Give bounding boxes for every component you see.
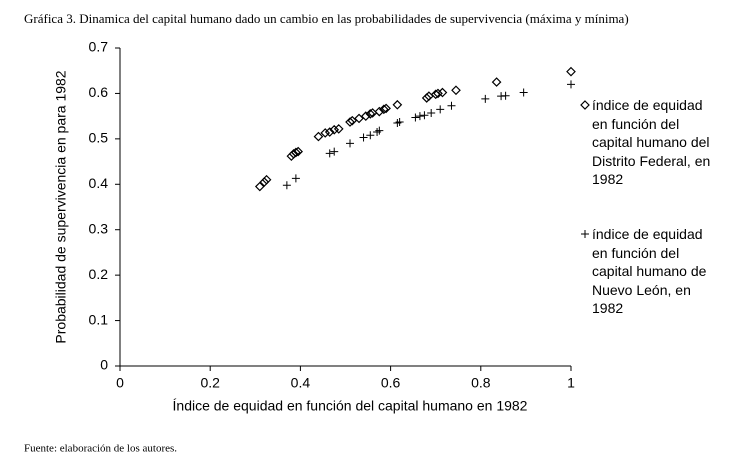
y-axis-label: Probabilidad de supervivencia en para 19… bbox=[53, 70, 69, 343]
data-point bbox=[365, 109, 376, 119]
data-point bbox=[501, 91, 510, 100]
data-point bbox=[259, 177, 270, 187]
data-point bbox=[395, 118, 404, 127]
data-point bbox=[360, 111, 371, 121]
data-point bbox=[320, 128, 331, 138]
data-point bbox=[392, 99, 403, 110]
data-point bbox=[291, 147, 301, 158]
data-point bbox=[436, 105, 445, 114]
data-point bbox=[254, 181, 265, 192]
data-point bbox=[291, 174, 300, 183]
data-point bbox=[333, 124, 344, 134]
data-point bbox=[393, 118, 402, 127]
data-point bbox=[375, 126, 384, 135]
data-point bbox=[288, 149, 299, 159]
data-point bbox=[491, 77, 502, 87]
x-tick-label: 0 bbox=[116, 375, 124, 391]
data-point bbox=[378, 104, 389, 115]
y-tick-label: 0.1 bbox=[89, 311, 109, 327]
data-point bbox=[354, 113, 364, 124]
data-point bbox=[415, 112, 424, 121]
data-point bbox=[347, 115, 358, 126]
y-tick-label: 0.2 bbox=[89, 266, 109, 282]
legend-marker bbox=[580, 100, 590, 110]
data-point bbox=[324, 127, 335, 137]
data-point bbox=[566, 66, 576, 77]
data-point bbox=[411, 113, 420, 122]
data-point bbox=[329, 124, 340, 135]
data-point bbox=[359, 133, 368, 142]
data-point bbox=[420, 111, 429, 120]
data-point bbox=[437, 87, 448, 98]
y-tick-label: 0.6 bbox=[89, 84, 109, 100]
data-point bbox=[421, 93, 432, 103]
data-point bbox=[447, 101, 456, 110]
data-point bbox=[519, 88, 528, 97]
y-tick-label: 0.3 bbox=[89, 220, 109, 236]
y-tick-label: 0 bbox=[100, 357, 108, 373]
data-point bbox=[293, 146, 303, 157]
data-point bbox=[346, 139, 355, 148]
x-tick-label: 0.2 bbox=[200, 375, 220, 391]
data-point bbox=[325, 149, 334, 158]
data-point bbox=[381, 103, 391, 114]
legend-label: índice de equidad en función del capital… bbox=[592, 97, 711, 187]
chart-title: Gráfica 3. Dinamica del capital humano d… bbox=[24, 11, 629, 26]
data-point bbox=[313, 131, 324, 142]
data-point bbox=[427, 108, 436, 117]
x-tick-label: 0.8 bbox=[471, 375, 491, 391]
legend-marker bbox=[581, 230, 589, 238]
y-tick-label: 0.4 bbox=[89, 175, 109, 191]
data-point bbox=[261, 174, 272, 185]
x-tick-label: 0.4 bbox=[291, 375, 311, 391]
y-tick-label: 0.5 bbox=[89, 130, 109, 146]
data-point bbox=[345, 117, 355, 127]
y-tick-label: 0.7 bbox=[89, 39, 109, 55]
legend-label: índice de equidad en función del capital… bbox=[592, 226, 707, 316]
data-point bbox=[481, 94, 490, 103]
data-point bbox=[330, 147, 339, 156]
x-tick-label: 1 bbox=[567, 375, 575, 391]
data-point bbox=[451, 85, 461, 96]
data-point bbox=[366, 131, 375, 140]
data-point bbox=[567, 80, 575, 89]
x-tick-label: 0.6 bbox=[381, 375, 401, 391]
data-point bbox=[374, 106, 385, 117]
data-point bbox=[282, 181, 291, 190]
x-axis-label: Índice de equidad en función del capital… bbox=[173, 398, 528, 414]
source-note: Fuente: elaboración de los autores. bbox=[24, 443, 177, 455]
data-point bbox=[433, 88, 443, 99]
